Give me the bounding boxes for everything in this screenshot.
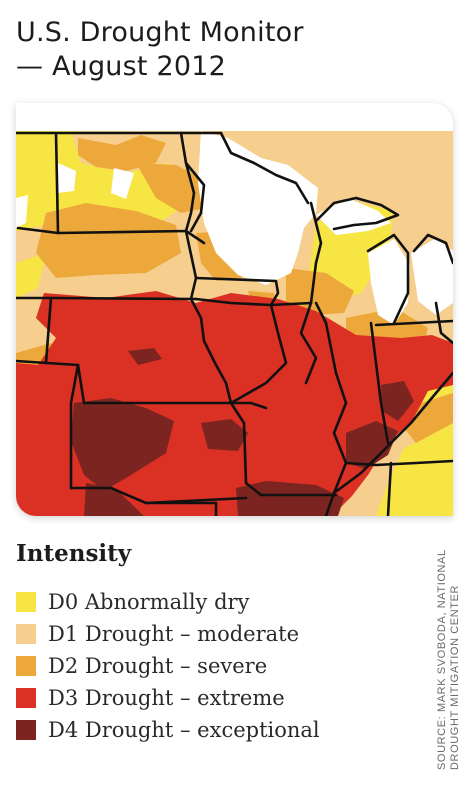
- legend-item-d0: D0 Abnormally dry: [16, 586, 320, 618]
- legend: D0 Abnormally dry D1 Drought – moderate …: [16, 586, 320, 746]
- legend-title: Intensity: [16, 540, 132, 567]
- legend-swatch-d1: [16, 624, 36, 644]
- source-credit: SOURCE: MARK SVOBODA, NATIONAL DROUGHT M…: [436, 540, 462, 770]
- legend-label-d3: D3 Drought – extreme: [48, 686, 285, 710]
- legend-item-d2: D2 Drought – severe: [16, 650, 320, 682]
- title-line-2: — August 2012: [16, 51, 226, 82]
- map-layer-d4: [71, 348, 414, 516]
- title-line-1: U.S. Drought Monitor: [16, 17, 304, 48]
- legend-item-d3: D3 Drought – extreme: [16, 682, 320, 714]
- legend-label-d4: D4 Drought – exceptional: [48, 718, 320, 742]
- source-line-2: DROUGHT MITIGATION CENTER: [449, 584, 461, 770]
- page-title: U.S. Drought Monitor — August 2012: [16, 16, 304, 84]
- legend-swatch-d2: [16, 656, 36, 676]
- legend-swatch-d3: [16, 688, 36, 708]
- drought-map-svg: [16, 103, 453, 516]
- legend-label-d2: D2 Drought – severe: [48, 654, 268, 678]
- state-borders: [16, 131, 453, 516]
- legend-item-d1: D1 Drought – moderate: [16, 618, 320, 650]
- source-line-1: SOURCE: MARK SVOBODA, NATIONAL: [436, 549, 448, 770]
- legend-swatch-d0: [16, 592, 36, 612]
- drought-map: [16, 103, 453, 516]
- legend-swatch-d4: [16, 720, 36, 740]
- legend-label-d0: D0 Abnormally dry: [48, 590, 250, 614]
- legend-item-d4: D4 Drought – exceptional: [16, 714, 320, 746]
- legend-label-d1: D1 Drought – moderate: [48, 622, 300, 646]
- map-layer-none: [16, 103, 453, 325]
